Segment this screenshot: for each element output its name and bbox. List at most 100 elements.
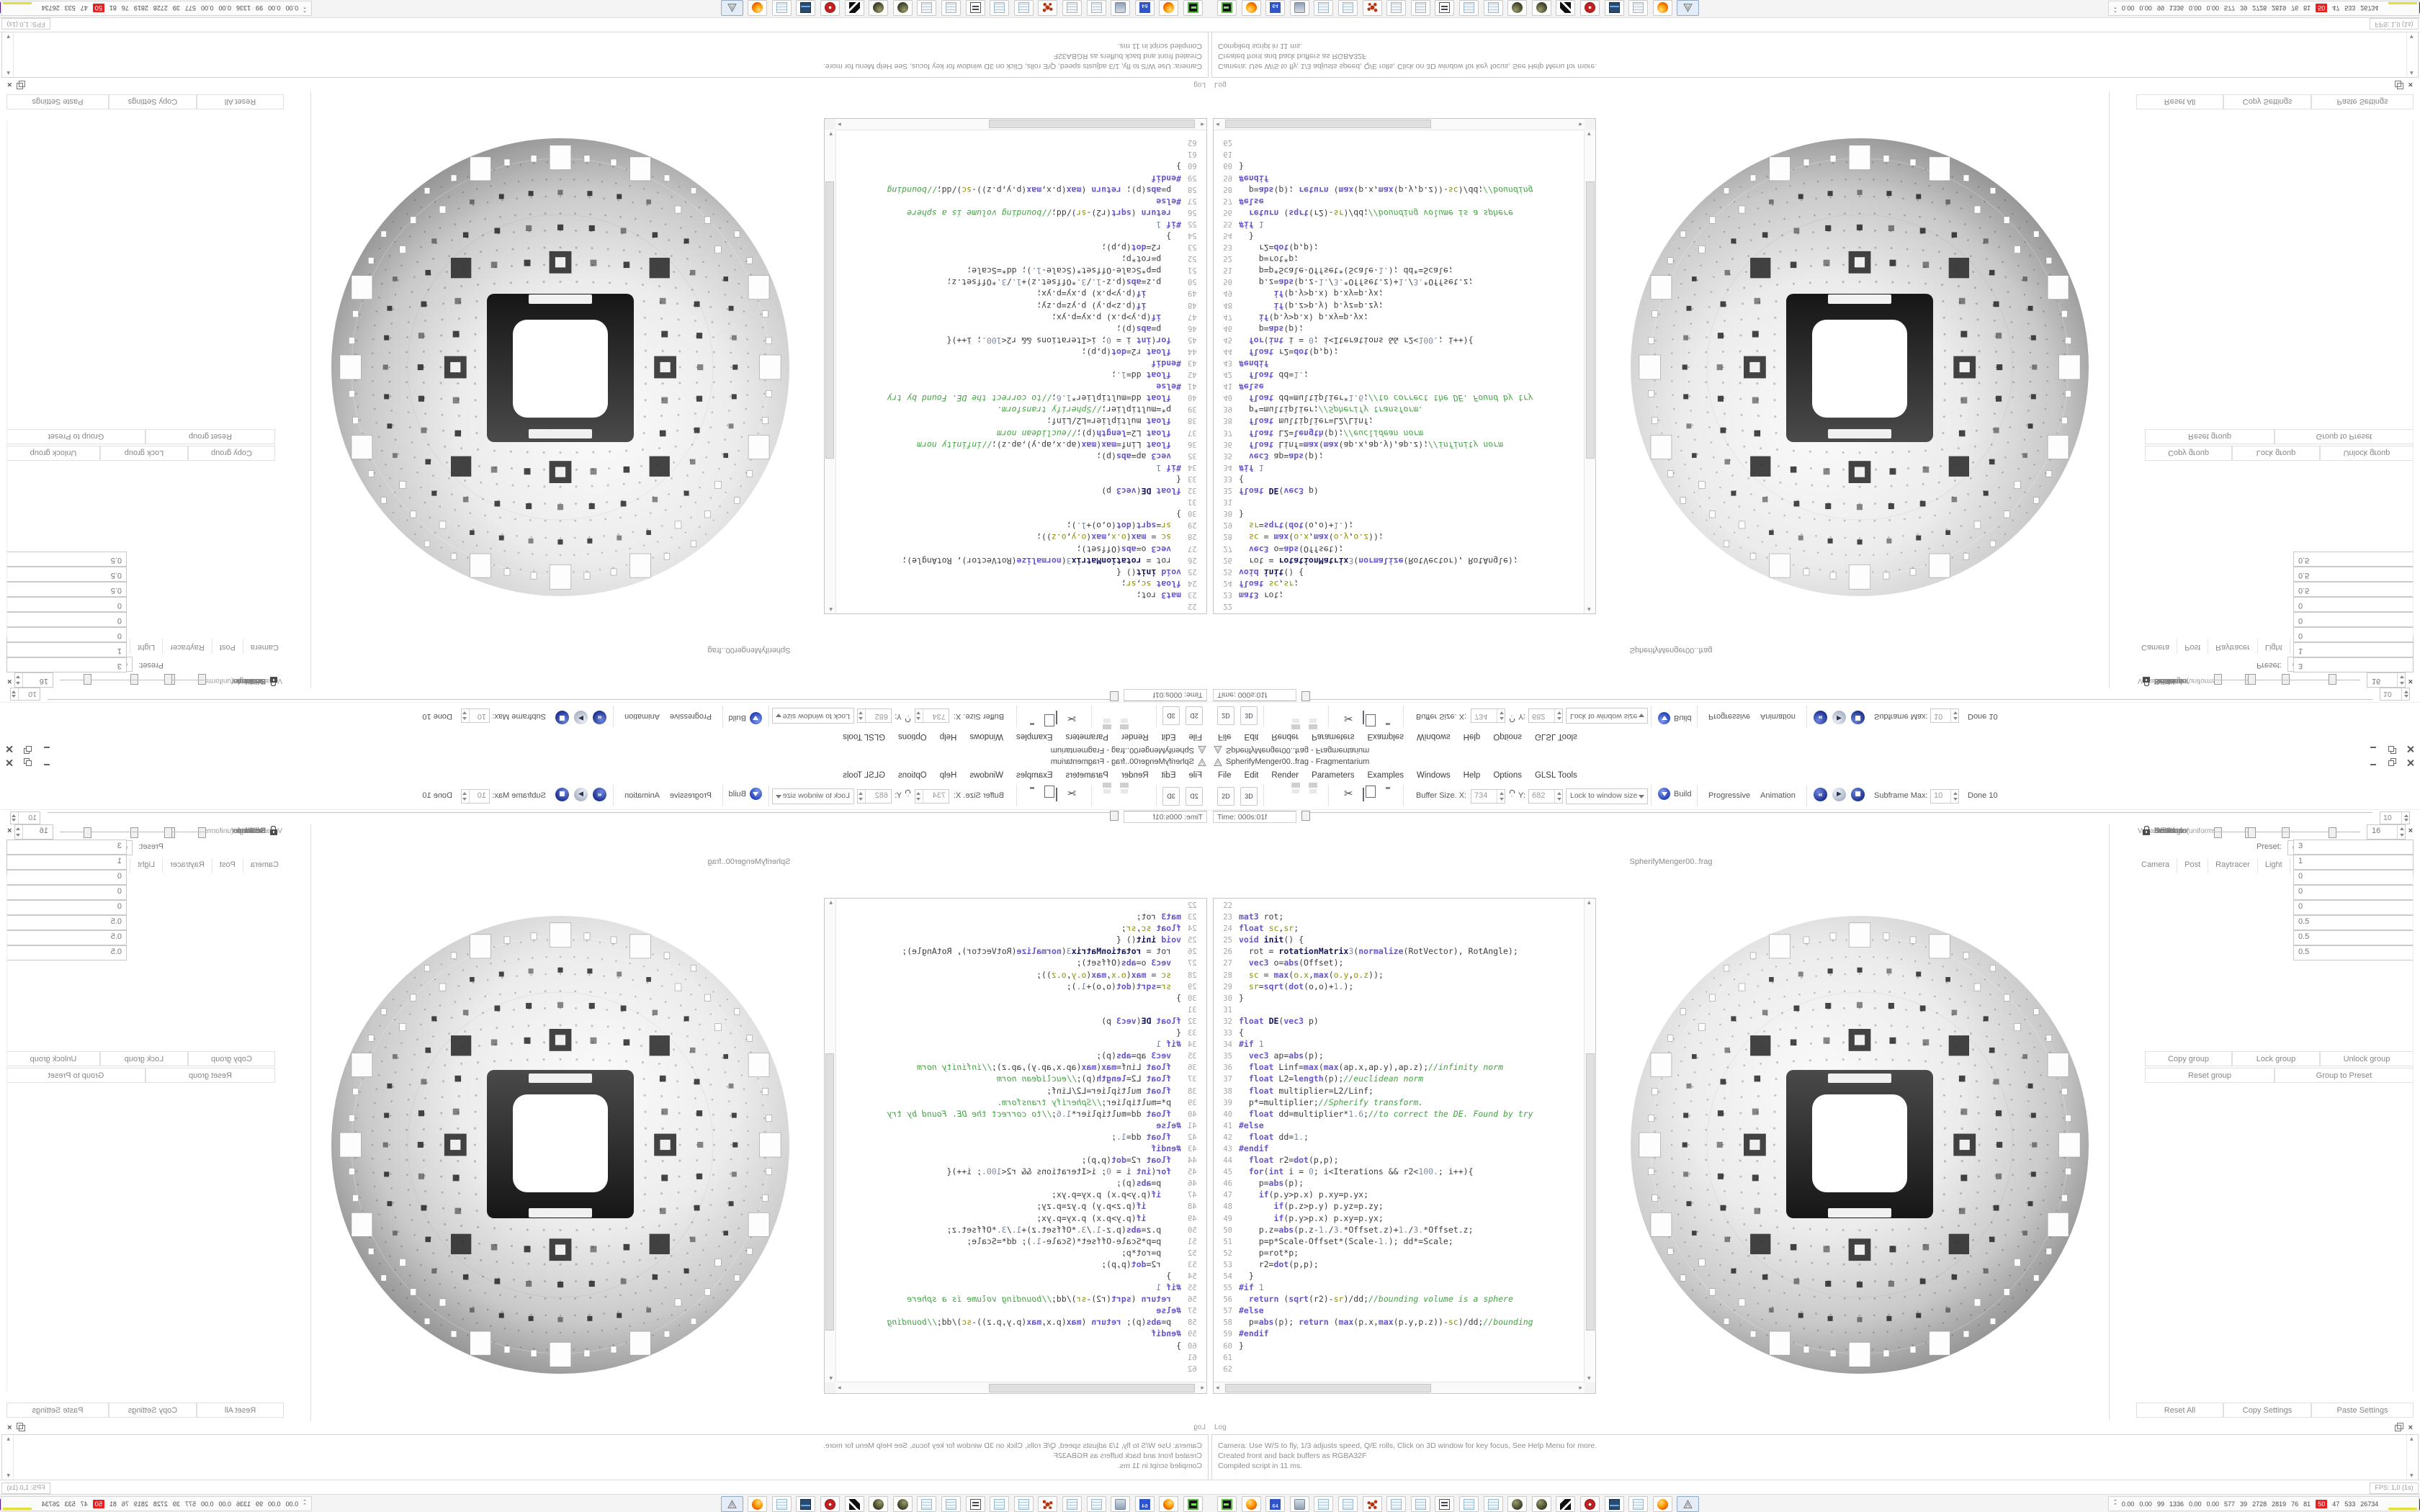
taskbar-icon-dark-orb[interactable] — [1531, 0, 1551, 16]
save-as-icon[interactable] — [1307, 709, 1321, 724]
taskbar-icon-notepad[interactable] — [1314, 1496, 1334, 1512]
log-scrollbar[interactable]: ▲ ▼ — [2, 32, 14, 77]
paste-icon[interactable] — [1383, 788, 1397, 803]
lock-group-button[interactable]: Lock group — [100, 1051, 188, 1066]
editor-hscrollbar[interactable]: ◀ ▶ — [1214, 119, 1585, 130]
tab-raytracer[interactable]: Raytracer — [2208, 639, 2257, 654]
taskbar-icon-notepad[interactable] — [1338, 1496, 1358, 1512]
taskbar-icon-firefox[interactable] — [1241, 1496, 1261, 1512]
unlock-group-button[interactable]: Unlock group — [2320, 1051, 2414, 1066]
menu-windows[interactable]: Windows — [969, 770, 1003, 780]
lock-group-button[interactable]: Lock group — [100, 446, 188, 461]
panel-scrollbar[interactable] — [2413, 875, 2419, 1392]
taskbar-icon-notepad[interactable] — [941, 1496, 961, 1512]
open-file-icon[interactable] — [1134, 788, 1148, 803]
tab-camera[interactable]: Camera — [2141, 643, 2170, 652]
build-button[interactable]: Build — [1658, 712, 1691, 724]
uniform-field[interactable]: 3 — [6, 840, 127, 855]
uniform-field[interactable]: 0 — [2293, 885, 2414, 900]
menu-examples[interactable]: Examples — [1016, 770, 1053, 780]
taskbar-icon-printer[interactable] — [1111, 0, 1131, 16]
log-output[interactable]: Camera: Use W/S to fly, 1/3 adjusts spee… — [1211, 32, 2419, 78]
restore-button[interactable] — [2388, 757, 2396, 766]
menu-help[interactable]: Help — [939, 732, 957, 742]
dock-float-icon[interactable] — [19, 1424, 26, 1431]
slider-handle[interactable] — [83, 674, 91, 685]
taskbar-icon-notepad[interactable] — [1314, 0, 1334, 16]
time-spinbox[interactable]: 10 — [2380, 811, 2410, 824]
uniform-field[interactable]: 1 — [6, 642, 127, 657]
taskbar-icon-notepad[interactable] — [1086, 0, 1106, 16]
unlock-group-button[interactable]: Unlock group — [2320, 446, 2414, 461]
save-as-icon[interactable] — [1099, 788, 1113, 803]
editor-vscrollbar[interactable]: ▲ ▼ — [1584, 130, 1595, 613]
taskbar-icon-notepad[interactable] — [917, 0, 937, 16]
restore-button[interactable] — [2388, 747, 2396, 754]
taskbar-icon-system-monitor[interactable] — [796, 0, 816, 16]
menu-windows[interactable]: Windows — [1417, 770, 1451, 780]
menu-help[interactable]: Help — [1463, 770, 1481, 780]
menu-examples[interactable]: Examples — [1367, 732, 1404, 742]
paste-settings-button[interactable]: Paste Settings — [2311, 1403, 2414, 1418]
uniform-field[interactable]: 0.5 — [6, 930, 127, 945]
slider-handle[interactable] — [2248, 674, 2256, 685]
log-output[interactable]: Camera: Use W/S to fly, 1/3 adjusts spee… — [1, 32, 1209, 78]
slider-handle[interactable] — [2282, 827, 2290, 838]
rewind-button[interactable]: « — [1814, 711, 1827, 724]
taskbar-icon-floppy-64[interactable]: 64 — [1134, 1496, 1155, 1512]
dock-close-icon[interactable]: × — [7, 827, 12, 835]
panel-scrollbar[interactable] — [1, 120, 7, 637]
copy-icon[interactable] — [1043, 709, 1057, 724]
spin-arrows[interactable] — [15, 673, 23, 687]
menu-file[interactable]: File — [1218, 770, 1232, 780]
uniform-field[interactable]: 0 — [6, 900, 127, 915]
subframe-max-spinbox[interactable]: 10 — [461, 708, 490, 723]
uniform-field[interactable]: 1 — [6, 855, 127, 870]
time-slider-handle[interactable] — [1110, 691, 1119, 701]
hscroll-thumb[interactable] — [1225, 120, 1431, 128]
vscroll-thumb[interactable] — [825, 1053, 834, 1331]
uniform-field[interactable]: 0.5 — [2293, 915, 2414, 930]
view-2d-button[interactable]: 2D — [1217, 706, 1234, 725]
minimize-button[interactable] — [2370, 747, 2377, 754]
taskbar-icon-notepad[interactable] — [1459, 1496, 1479, 1512]
vscroll-thumb[interactable] — [1586, 1053, 1595, 1331]
view-2d-button[interactable]: 2D — [1217, 787, 1234, 806]
tab-post[interactable]: Post — [2177, 858, 2208, 873]
taskbar-icon-fragmentarium[interactable] — [1677, 1496, 1700, 1512]
time-spinbox[interactable]: 10 — [10, 688, 40, 701]
save-icon[interactable] — [1116, 709, 1131, 724]
taskbar-icon-firefox[interactable] — [748, 0, 768, 16]
taskbar-icon-gpu-meter[interactable] — [1217, 0, 1237, 16]
menu-glsl-tools[interactable]: GLSL Tools — [1534, 770, 1577, 780]
play-button[interactable]: ▶ — [1832, 711, 1846, 724]
copy-icon[interactable] — [1043, 788, 1057, 803]
menu-parameters[interactable]: Parameters — [1312, 770, 1355, 780]
menu-glsl-tools[interactable]: GLSL Tools — [1534, 732, 1577, 742]
taskbar-icon-notepad[interactable] — [1483, 0, 1503, 16]
save-as-icon[interactable] — [1307, 788, 1321, 803]
tab-raytracer[interactable]: Raytracer — [2208, 858, 2257, 873]
uniform-field[interactable]: 0.5 — [2293, 930, 2414, 945]
hscroll-thumb[interactable] — [989, 120, 1195, 128]
group-to-preset-button[interactable]: Group to Preset — [2275, 429, 2414, 444]
slider-handle[interactable] — [164, 827, 172, 838]
taskbar-icon-paint-splat[interactable] — [1362, 1496, 1382, 1512]
progressive-button[interactable]: Progressive — [669, 712, 712, 721]
taskbar-icon-printer[interactable] — [1111, 1496, 1131, 1512]
animation-button[interactable]: Animation — [624, 712, 660, 721]
copy-icon[interactable] — [1363, 788, 1377, 803]
uniform-field[interactable]: 0.5 — [6, 567, 127, 582]
copy-settings-button[interactable]: Copy Settings — [2223, 94, 2311, 109]
editor-hscrollbar[interactable]: ◀ ▶ — [835, 119, 1206, 130]
lock-icon[interactable] — [2143, 826, 2150, 835]
taskbar-icon-notepad[interactable] — [1386, 1496, 1407, 1512]
taskbar-icon-cat-viewer[interactable] — [844, 1496, 864, 1512]
taskbar-icon-cat-viewer[interactable] — [844, 0, 864, 16]
taskbar-icon-fragmentarium[interactable] — [1677, 0, 1700, 16]
menu-windows[interactable]: Windows — [969, 732, 1003, 742]
lock-to-window-size-combo[interactable]: Lock to window size — [772, 708, 854, 724]
save-as-icon[interactable] — [1099, 709, 1113, 724]
copy-group-button[interactable]: Copy group — [188, 1051, 275, 1066]
